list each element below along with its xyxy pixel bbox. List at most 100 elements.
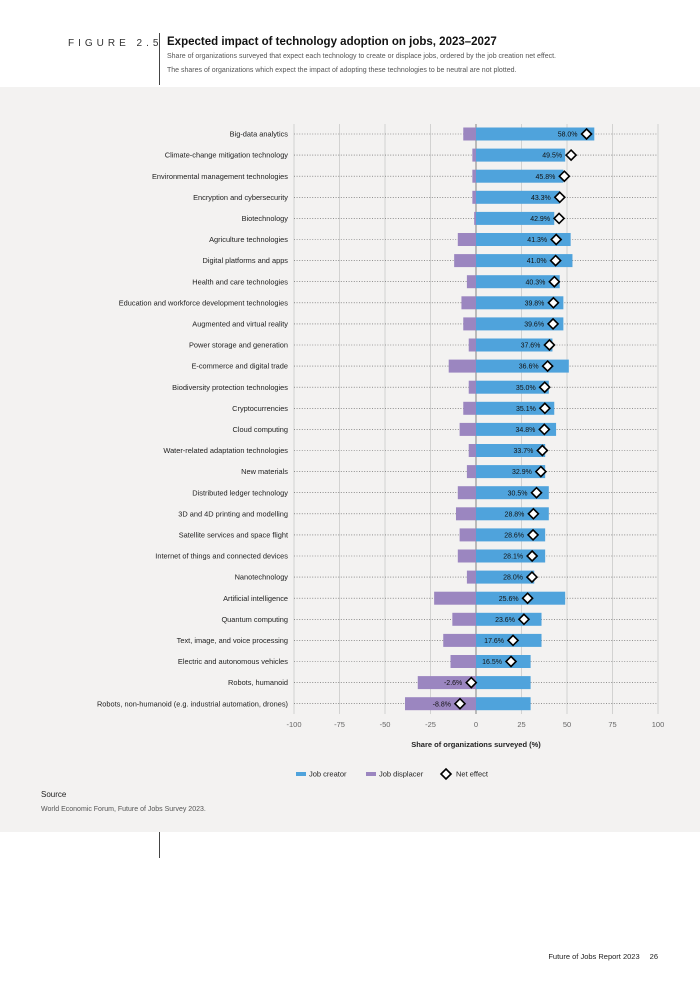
bar-job-creator — [476, 422, 557, 436]
bar-job-creator — [476, 591, 566, 605]
net-effect-marker — [526, 528, 540, 542]
bar-job-displacer — [457, 233, 476, 246]
category-label: Agriculture technologies — [209, 235, 288, 244]
net-effect-label: 40.3% — [525, 279, 545, 286]
net-effect-marker — [549, 254, 562, 267]
legend-label-job-creator: Job creator — [309, 770, 347, 779]
category-label: Encryption and cybersecurity — [193, 193, 288, 202]
bar-job-displacer — [450, 655, 476, 668]
bar-job-creator — [476, 127, 595, 141]
net-effect-label: 39.6% — [524, 322, 544, 329]
net-effect-marker — [527, 507, 540, 520]
legend-swatch-job-creator — [296, 772, 306, 776]
net-effect-marker — [521, 592, 534, 605]
page-footer: Future of Jobs Report 2023 26 — [548, 952, 658, 961]
x-tick-label: -25 — [425, 720, 436, 729]
net-effect-label: 28.1% — [503, 554, 523, 561]
net-effect-marker — [550, 233, 563, 246]
legend-label-net-effect: Net effect — [456, 770, 489, 779]
figure-label: FIGURE 2.5 — [68, 38, 163, 49]
net-effect-marker — [553, 191, 566, 204]
bar-job-displacer — [454, 254, 476, 268]
net-effect-label: 45.8% — [535, 174, 555, 181]
category-label: Biotechnology — [242, 214, 289, 223]
bar-job-displacer — [463, 401, 476, 415]
legend-label-job-displacer: Job displacer — [379, 770, 424, 779]
net-effect-label: 17.6% — [484, 638, 504, 645]
bar-job-displacer — [468, 380, 476, 394]
category-label: Robots, non-humanoid (e.g. industrial au… — [97, 699, 288, 708]
net-effect-marker — [538, 423, 551, 436]
report-name: Future of Jobs Report 2023 — [548, 952, 640, 961]
net-effect-label: 49.5% — [542, 153, 562, 160]
bar-job-creator — [476, 169, 564, 183]
x-tick-label: 100 — [652, 720, 665, 729]
net-effect-marker — [546, 317, 560, 331]
net-effect-marker — [536, 444, 549, 457]
net-effect-marker — [526, 549, 539, 563]
source-heading: Source — [41, 790, 67, 799]
bar-job-displacer — [461, 296, 476, 310]
category-label: Satellite services and space flight — [179, 531, 288, 540]
category-label: Big-data analytics — [230, 130, 289, 139]
bar-job-creator — [476, 655, 531, 668]
category-label: Health and care technologies — [192, 277, 288, 286]
net-effect-label: 35.1% — [516, 406, 536, 413]
bar-job-displacer — [434, 591, 476, 605]
footer-divider — [159, 832, 160, 858]
net-effect-marker — [538, 402, 552, 415]
bar-job-displacer — [452, 612, 476, 626]
category-label: Biodiversity protection technologies — [172, 383, 288, 392]
category-label: Climate-change mitigation technology — [165, 151, 289, 160]
category-label: Environmental management technologies — [152, 172, 288, 181]
net-effect-label: 41.0% — [527, 258, 547, 265]
x-tick-label: -100 — [286, 720, 301, 729]
net-effect-label: 25.6% — [499, 596, 519, 603]
bar-job-displacer — [459, 528, 476, 542]
bar-job-displacer — [468, 444, 476, 457]
net-effect-label: 16.5% — [482, 659, 502, 666]
bar-job-creator — [476, 401, 555, 415]
net-effect-label: 30.5% — [508, 490, 528, 497]
net-effect-marker — [580, 127, 593, 141]
bar-job-displacer — [472, 190, 476, 204]
x-axis-title: Share of organizations surveyed (%) — [411, 740, 541, 749]
bar-job-displacer — [457, 486, 476, 500]
category-label: Robots, humanoid — [228, 678, 288, 687]
net-effect-marker — [547, 296, 560, 309]
x-tick-label: -75 — [334, 720, 345, 729]
bar-job-displacer — [463, 317, 476, 331]
bar-job-creator — [476, 254, 573, 268]
x-tick-label: 0 — [474, 720, 478, 729]
source-text: World Economic Forum, Future of Jobs Sur… — [41, 806, 206, 813]
bar-job-creator — [476, 676, 531, 690]
bar-job-creator — [476, 233, 571, 246]
net-effect-label: 28.6% — [504, 533, 524, 540]
chart-panel: Big-data analytics Climate-change mitigat… — [0, 87, 700, 832]
category-label: Distributed ledger technology — [192, 488, 288, 497]
net-effect-label: 42.9% — [530, 216, 550, 223]
net-effect-label: 23.6% — [495, 617, 515, 624]
net-effect-marker — [525, 570, 539, 584]
figure-title: Expected impact of technology adoption o… — [167, 36, 497, 48]
category-label: Power storage and generation — [189, 341, 288, 350]
net-effect-label: 39.8% — [525, 300, 545, 307]
category-label: Quantum computing — [221, 615, 288, 624]
bar-job-creator — [476, 549, 546, 563]
category-label: New materials — [241, 467, 288, 476]
bar-job-displacer — [474, 211, 476, 225]
bar-job-creator — [476, 338, 553, 352]
category-label: Text, image, and voice processing — [177, 636, 288, 645]
net-effect-label: 32.9% — [512, 469, 532, 476]
header-divider — [159, 33, 160, 85]
bar-job-creator — [476, 465, 546, 479]
category-label: 3D and 4D printing and modelling — [178, 509, 288, 518]
bar-job-creator — [476, 211, 555, 225]
net-effect-marker — [558, 170, 571, 183]
figure-subtitle-2: The shares of organizations which expect… — [167, 67, 517, 74]
legend-swatch-job-displacer — [366, 772, 376, 776]
bar-job-displacer — [463, 127, 476, 141]
category-label: Cryptocurrencies — [232, 404, 288, 413]
bar-job-creator — [476, 148, 566, 162]
bar-job-creator — [476, 444, 546, 457]
